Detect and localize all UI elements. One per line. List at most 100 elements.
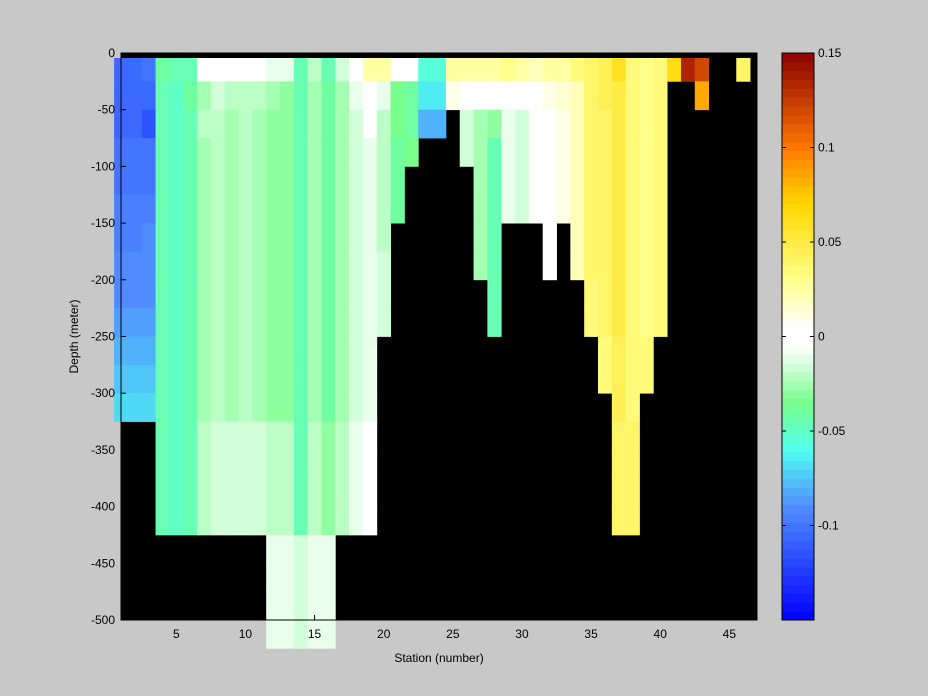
heatmap-cell bbox=[127, 109, 143, 139]
heatmap-cell bbox=[169, 308, 184, 337]
heatmap-cell bbox=[224, 506, 239, 536]
heatmap-cell bbox=[141, 223, 156, 252]
heatmap-cell bbox=[376, 223, 392, 252]
colorbar-segment bbox=[782, 97, 814, 107]
heatmap-cell bbox=[349, 506, 364, 536]
heatmap-cell bbox=[598, 109, 613, 139]
colorbar-segment bbox=[782, 602, 814, 612]
heatmap-cell bbox=[266, 421, 281, 451]
colorbar-segment bbox=[782, 265, 814, 275]
heatmap-cell bbox=[639, 223, 654, 252]
heatmap-cell bbox=[127, 308, 143, 337]
heatmap-cell bbox=[625, 109, 640, 139]
x-tick-label: 30 bbox=[515, 627, 529, 641]
heatmap-cell bbox=[169, 336, 184, 366]
heatmap-cell bbox=[210, 223, 226, 252]
x-tick-label: 25 bbox=[446, 627, 460, 641]
heatmap-cell bbox=[639, 81, 654, 111]
heatmap-cell bbox=[362, 421, 378, 451]
heatmap-cell bbox=[321, 478, 336, 507]
heatmap-cell bbox=[280, 308, 295, 337]
colorbar-segment bbox=[782, 522, 814, 532]
heatmap-cell bbox=[280, 534, 295, 564]
colorbar-segment bbox=[782, 185, 814, 196]
heatmap-cell bbox=[376, 109, 392, 139]
heatmap-cell bbox=[390, 194, 405, 224]
heatmap-cell bbox=[349, 194, 364, 224]
heatmap-cell bbox=[432, 58, 447, 82]
heatmap-cell bbox=[197, 421, 212, 451]
heatmap-cell bbox=[611, 449, 627, 479]
colorbar-segment bbox=[782, 177, 814, 187]
colorbar-segment bbox=[782, 256, 814, 267]
heatmap-cell bbox=[252, 138, 267, 167]
heatmap-cell bbox=[197, 138, 212, 167]
heatmap-cell bbox=[238, 251, 253, 281]
heatmap-cell bbox=[625, 449, 640, 479]
heatmap-cell bbox=[280, 449, 295, 479]
x-tick-label: 45 bbox=[723, 627, 737, 641]
heatmap-cell bbox=[280, 563, 295, 593]
colorbar-segment bbox=[782, 398, 814, 408]
heatmap-cell bbox=[473, 81, 488, 111]
heatmap-cell bbox=[293, 109, 309, 139]
colorbar-segment bbox=[782, 380, 814, 391]
heatmap-cell bbox=[625, 279, 640, 309]
heatmap-cell bbox=[210, 478, 226, 507]
heatmap-cell bbox=[335, 336, 350, 366]
heatmap-cell bbox=[280, 251, 295, 281]
heatmap-cell bbox=[141, 251, 156, 281]
colorbar-segment bbox=[782, 575, 814, 586]
colorbar-segment bbox=[782, 478, 814, 488]
heatmap-cell bbox=[155, 449, 170, 479]
heatmap-cell bbox=[639, 194, 654, 224]
heatmap-cell bbox=[639, 251, 654, 281]
heatmap-cell bbox=[584, 138, 599, 167]
heatmap-cell bbox=[611, 194, 627, 224]
heatmap-cell bbox=[625, 308, 640, 337]
heatmap-cell bbox=[293, 393, 309, 422]
colorbar-segment bbox=[782, 584, 814, 594]
heatmap-cell bbox=[224, 478, 239, 507]
colorbar-segment bbox=[782, 540, 814, 550]
heatmap-cell bbox=[169, 478, 184, 507]
heatmap-cell bbox=[197, 308, 212, 337]
heatmap-cell bbox=[321, 506, 336, 536]
heatmap-cell bbox=[280, 620, 295, 649]
colorbar-segment bbox=[782, 132, 814, 143]
heatmap-cell bbox=[349, 223, 364, 252]
heatmap-cell bbox=[625, 393, 640, 422]
heatmap-cell bbox=[556, 58, 571, 82]
heatmap-cell bbox=[501, 166, 516, 196]
heatmap-cell bbox=[238, 364, 253, 394]
heatmap-cell bbox=[266, 81, 281, 111]
heatmap-cell bbox=[335, 506, 350, 536]
colorbar-segment bbox=[782, 239, 814, 249]
colorbar-segment bbox=[782, 354, 814, 364]
heatmap-cell bbox=[266, 478, 281, 507]
heatmap-cell bbox=[307, 194, 322, 224]
heatmap-cell bbox=[266, 506, 281, 536]
heatmap-cell bbox=[376, 138, 392, 167]
heatmap-cell bbox=[376, 308, 392, 337]
heatmap-cell bbox=[611, 166, 627, 196]
heatmap-cell bbox=[169, 421, 184, 451]
heatmap-cell bbox=[611, 393, 627, 422]
heatmap-cell bbox=[570, 138, 585, 167]
heatmap-cell bbox=[362, 393, 378, 422]
heatmap-cell bbox=[293, 251, 309, 281]
heatmap-cell bbox=[266, 364, 281, 394]
heatmap-cell bbox=[293, 421, 309, 451]
heatmap-cell bbox=[307, 591, 322, 621]
x-tick-label: 10 bbox=[239, 627, 253, 641]
heatmap-cell bbox=[197, 194, 212, 224]
heatmap-cell bbox=[362, 279, 378, 309]
heatmap-cell bbox=[197, 336, 212, 366]
heatmap-cell bbox=[515, 138, 530, 167]
colorbar-segment bbox=[782, 531, 814, 541]
heatmap-cell bbox=[349, 166, 364, 196]
heatmap-cell bbox=[459, 138, 474, 167]
heatmap-cell bbox=[155, 138, 170, 167]
y-tick-label: -300 bbox=[91, 386, 115, 400]
heatmap-cell bbox=[210, 81, 226, 111]
